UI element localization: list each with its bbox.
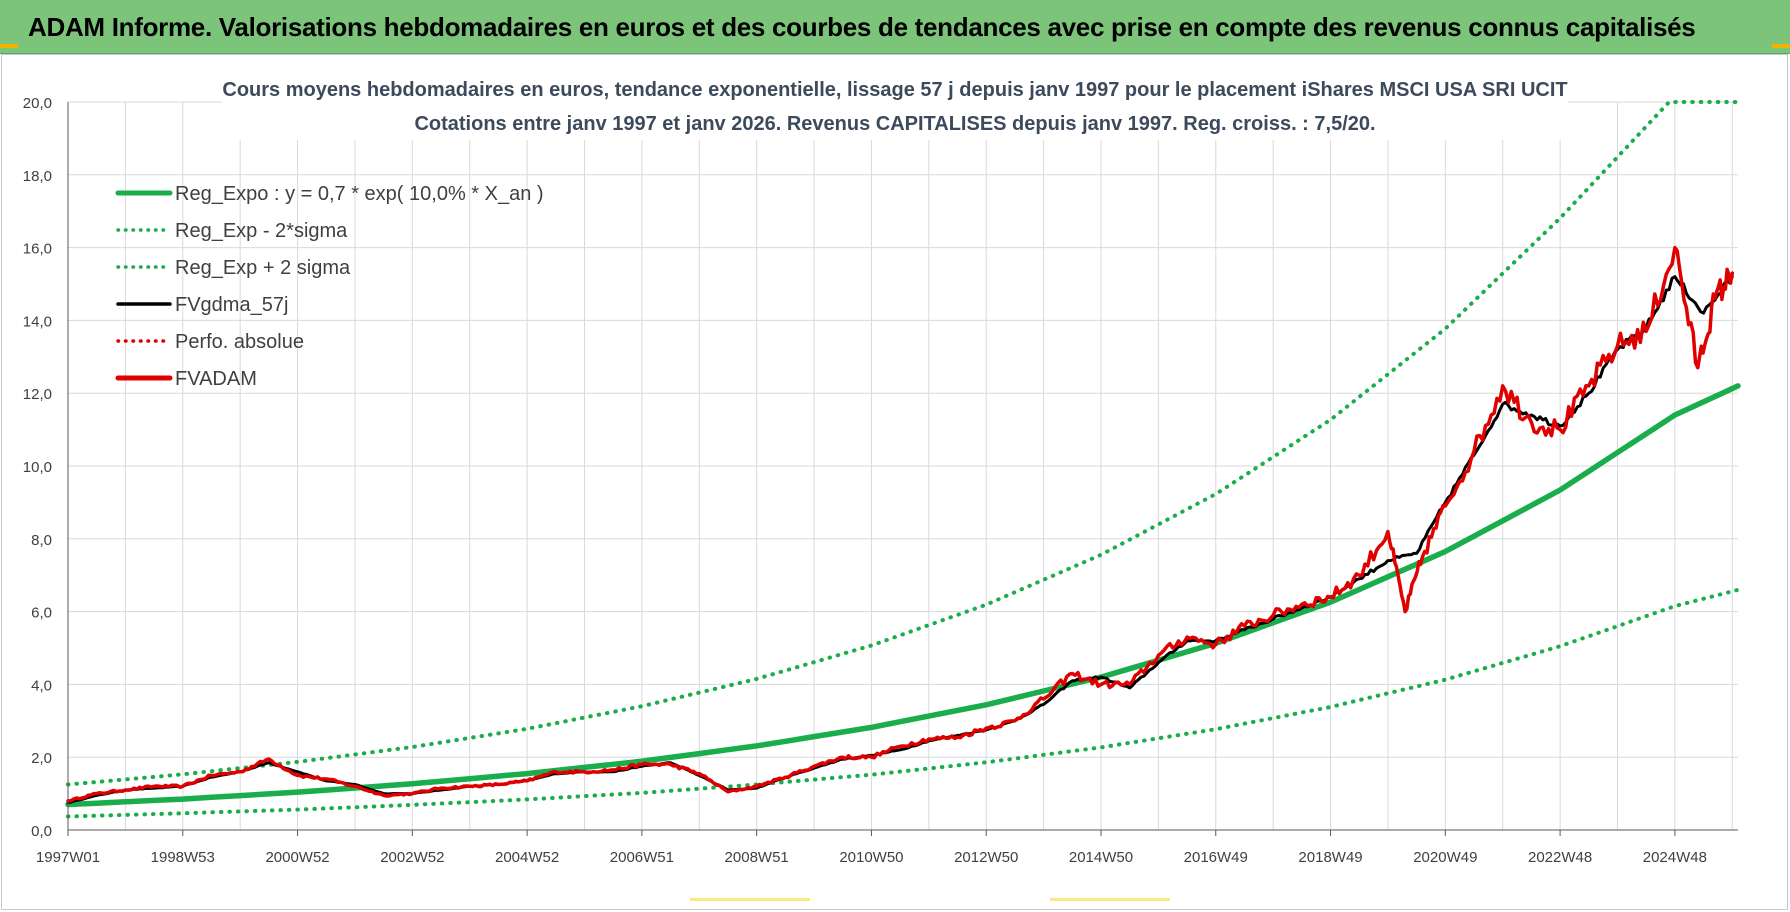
chart-frame [1, 54, 1788, 910]
series-reg-exp-plus-2sigma [66, 100, 1740, 787]
x-tick-label: 1997W01 [36, 849, 100, 866]
legend-label: Reg_Expo : y = 0,7 * exp( 10,0% * X_an ) [175, 183, 544, 205]
legend-label: Perfo. absolue [175, 331, 304, 353]
y-tick-label: 6,0 [31, 605, 52, 622]
axes [67, 102, 1738, 831]
x-tick-label: 2022W48 [1528, 849, 1592, 866]
x-axis-ticks: 1997W01 1998W53 2000W52 2002W52 2004W52 2006W… [36, 830, 1707, 866]
legend: Reg_Expo : y = 0,7 * exp( 10,0% * X_an )… [115, 183, 544, 390]
y-tick-label: 14,0 [23, 313, 52, 330]
legend-label: Reg_Exp - 2*sigma [175, 220, 348, 242]
legend-label: FVgdma_57j [175, 294, 288, 316]
y-axis-ticks: 0,0 2,0 4,0 6,0 8,0 10,0 12,0 14,0 16,0 18,0 20,0 [23, 95, 52, 840]
x-tick-label: 2006W51 [610, 849, 674, 866]
y-tick-label: 2,0 [31, 750, 52, 767]
y-tick-label: 18,0 [23, 168, 52, 185]
x-tick-label: 2002W52 [380, 849, 444, 866]
report-banner: ADAM Informe. Valorisations hebdomadaire… [0, 0, 1790, 54]
legend-label: FVADAM [175, 368, 257, 390]
y-tick-label: 0,0 [31, 823, 52, 840]
legend-label: Reg_Exp + 2 sigma [175, 257, 351, 279]
x-tick-label: 2014W50 [1069, 849, 1133, 866]
chart-title-background [222, 72, 1568, 140]
report-title: ADAM Informe. Valorisations hebdomadaire… [28, 12, 1696, 42]
x-tick-label: 2004W52 [495, 849, 559, 866]
bottom-accent-2 [1050, 898, 1170, 901]
chart-series [65, 100, 1741, 819]
y-tick-label: 8,0 [31, 532, 52, 549]
x-tick-label: 2012W50 [954, 849, 1018, 866]
x-tick-label: 2020W49 [1413, 849, 1477, 866]
chart-title-line2: Cotations entre janv 1997 et janv 2026. … [414, 113, 1375, 135]
y-tick-label: 16,0 [23, 241, 52, 258]
series-reg-exp-minus-2sigma [66, 587, 1740, 819]
bottom-accent-1 [690, 898, 810, 901]
corner-accent-right [1772, 44, 1790, 48]
y-tick-label: 10,0 [23, 459, 52, 476]
x-tick-label: 2010W50 [839, 849, 903, 866]
corner-accent-left [0, 44, 18, 48]
y-tick-label: 20,0 [23, 95, 52, 112]
x-tick-label: 2016W49 [1184, 849, 1248, 866]
x-tick-label: 2000W52 [265, 849, 329, 866]
x-tick-label: 2024W48 [1643, 849, 1707, 866]
series-fvadam [66, 245, 1735, 803]
chart-title-line1: Cours moyens hebdomadaires en euros, ten… [222, 79, 1567, 101]
x-tick-label: 1998W53 [151, 849, 215, 866]
y-tick-label: 12,0 [23, 386, 52, 403]
x-tick-label: 2008W51 [725, 849, 789, 866]
x-tick-label: 2018W49 [1298, 849, 1362, 866]
series-reg-expo [65, 383, 1741, 808]
y-tick-label: 4,0 [31, 677, 52, 694]
